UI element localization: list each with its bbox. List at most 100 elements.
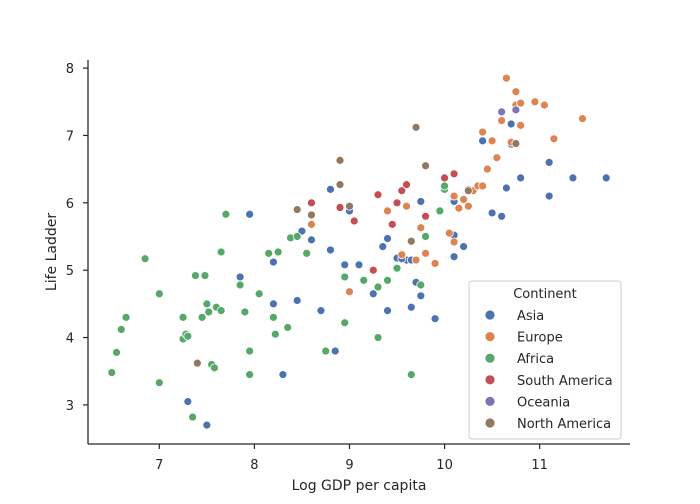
data-point xyxy=(402,180,411,190)
y-tick-label: 8 xyxy=(66,62,74,77)
data-point xyxy=(254,289,264,299)
data-point xyxy=(200,271,210,280)
data-point xyxy=(516,98,526,108)
data-point xyxy=(269,257,278,267)
data-point xyxy=(183,397,193,406)
data-point xyxy=(397,250,407,260)
data-point xyxy=(506,119,516,129)
x-tick-label: 11 xyxy=(531,458,548,473)
data-point xyxy=(487,208,497,218)
data-point xyxy=(549,134,559,144)
data-point xyxy=(307,235,316,245)
data-point xyxy=(421,211,430,221)
data-point xyxy=(235,280,245,290)
legend-label: Oceania xyxy=(517,395,570,410)
y-axis-label: Life Ladder xyxy=(44,213,60,291)
legend-marker xyxy=(484,374,496,386)
data-point xyxy=(112,347,121,357)
data-point xyxy=(421,232,430,241)
legend-marker xyxy=(484,309,496,321)
data-point xyxy=(349,216,359,226)
data-point xyxy=(387,219,397,229)
data-point xyxy=(307,219,316,229)
data-point xyxy=(421,248,430,258)
data-point xyxy=(463,186,473,196)
data-point xyxy=(269,312,278,322)
data-point xyxy=(383,234,392,243)
data-point xyxy=(307,198,316,208)
legend: Continent Asia Europe Africa South America O… xyxy=(468,280,622,440)
data-point xyxy=(454,203,464,213)
legend-marker xyxy=(484,417,496,429)
data-point xyxy=(478,136,488,146)
data-point xyxy=(501,73,511,83)
data-point xyxy=(430,259,440,268)
legend-marker xyxy=(484,395,496,407)
data-point xyxy=(411,255,421,265)
legend-label: Africa xyxy=(517,352,554,367)
data-point xyxy=(307,210,316,220)
data-point xyxy=(278,370,288,380)
data-point xyxy=(416,223,426,233)
data-point xyxy=(406,370,416,380)
data-point xyxy=(540,100,549,110)
data-point xyxy=(188,412,197,422)
data-point xyxy=(449,191,459,201)
data-point xyxy=(292,296,302,305)
data-point xyxy=(359,275,369,285)
data-point xyxy=(449,252,459,262)
data-point xyxy=(430,314,440,324)
data-point xyxy=(326,245,335,255)
data-point xyxy=(492,153,502,163)
data-point xyxy=(154,289,164,299)
legend-label: South America xyxy=(517,374,613,389)
data-point xyxy=(378,242,388,252)
data-point xyxy=(335,155,345,165)
data-point xyxy=(544,157,554,167)
data-point xyxy=(497,211,507,221)
legend-label: Asia xyxy=(517,309,544,324)
data-point xyxy=(240,307,250,317)
y-tick-label: 7 xyxy=(66,129,74,144)
data-point xyxy=(368,289,378,299)
data-point xyxy=(487,136,497,146)
legend-label: Europe xyxy=(517,331,563,346)
data-point xyxy=(202,420,212,430)
legend-items: Asia Europe Africa South America Oceania Nort… xyxy=(484,309,613,432)
data-point xyxy=(435,206,445,216)
data-point xyxy=(402,201,411,211)
data-point xyxy=(568,173,578,183)
data-point xyxy=(292,205,302,214)
x-tick-label: 10 xyxy=(436,458,453,473)
data-point xyxy=(440,181,449,191)
data-point xyxy=(578,114,587,124)
data-point xyxy=(140,254,150,264)
legend-marker xyxy=(484,352,496,364)
data-point xyxy=(183,331,193,341)
data-point xyxy=(292,232,302,241)
data-point xyxy=(478,181,488,191)
data-point xyxy=(121,312,131,322)
y-tick-label: 5 xyxy=(66,264,74,279)
data-point xyxy=(210,363,219,373)
x-ticks: 7 8 9 10 11 xyxy=(155,444,548,473)
data-point xyxy=(416,280,426,290)
data-point xyxy=(416,197,426,206)
data-point xyxy=(354,260,364,270)
data-point xyxy=(245,209,255,219)
legend-box xyxy=(468,280,622,440)
data-point xyxy=(373,282,383,292)
data-point xyxy=(270,329,280,339)
data-point xyxy=(368,265,378,275)
data-point xyxy=(283,323,293,332)
data-point xyxy=(330,346,340,356)
legend-marker xyxy=(484,331,496,343)
data-point xyxy=(449,237,459,247)
data-point xyxy=(463,201,473,211)
y-tick-label: 3 xyxy=(66,399,74,414)
data-point xyxy=(191,271,200,280)
data-point xyxy=(373,190,383,200)
data-point xyxy=(516,173,526,183)
y-tick-label: 4 xyxy=(66,332,74,347)
